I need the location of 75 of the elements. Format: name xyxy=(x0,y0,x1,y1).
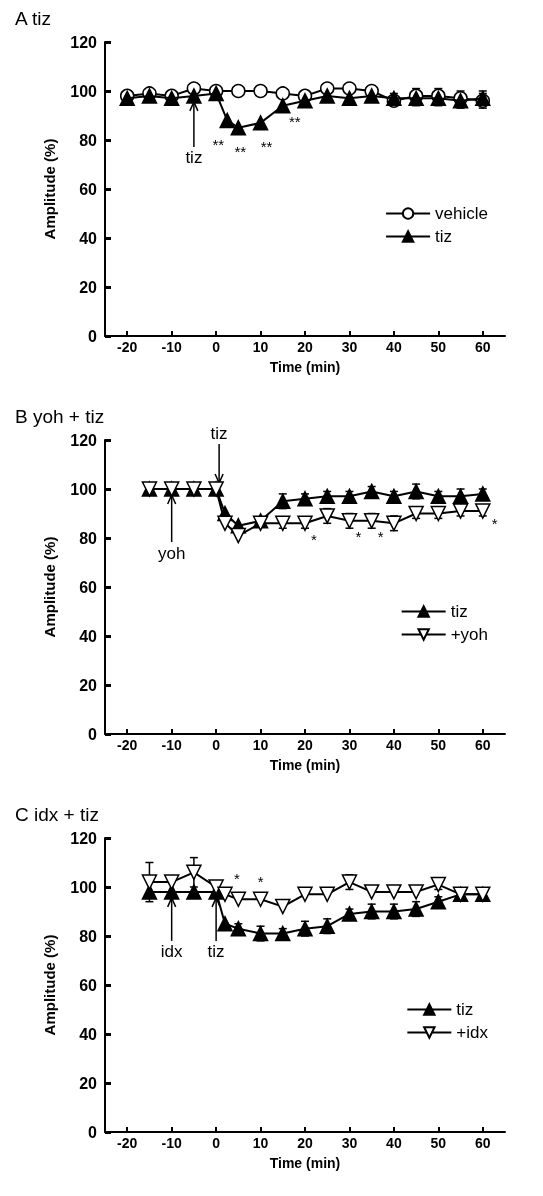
x-tick-label: 10 xyxy=(252,1135,269,1151)
x-tick-label: 30 xyxy=(341,1135,358,1151)
x-tick-label: 10 xyxy=(252,339,269,355)
x-tick-label: 30 xyxy=(341,737,358,753)
legend-label: tiz xyxy=(456,1000,474,1019)
y-tick-label: 60 xyxy=(79,976,98,994)
annotation: tiz xyxy=(210,423,228,443)
annotation: * xyxy=(355,528,362,546)
annotation: ** xyxy=(260,138,273,156)
annotation: * xyxy=(491,514,498,532)
x-tick-label: -10 xyxy=(161,737,182,753)
y-tick-label: 80 xyxy=(79,131,98,149)
annotation: * xyxy=(257,872,264,890)
annotation: yoh xyxy=(157,543,186,563)
x-tick-label: 60 xyxy=(474,339,491,355)
x-tick-label: -20 xyxy=(117,339,138,355)
x-tick-label: 60 xyxy=(474,1135,491,1151)
y-axis-title: Amplitude (%) xyxy=(41,934,58,1036)
legend-label: tiz xyxy=(435,227,453,246)
y-axis-title: Amplitude (%) xyxy=(41,138,58,240)
y-tick-label: 80 xyxy=(79,927,98,945)
x-tick-label: -10 xyxy=(161,1135,182,1151)
x-tick-label: 50 xyxy=(430,1135,447,1151)
x-tick-label: 30 xyxy=(341,339,358,355)
legend-label: tiz xyxy=(450,602,468,621)
x-tick-label: -20 xyxy=(117,1135,138,1151)
x-tick-label: 40 xyxy=(386,737,402,753)
annotation: tiz xyxy=(207,942,225,962)
legend-label: +yoh xyxy=(450,625,489,644)
x-tick-label: 20 xyxy=(297,737,313,753)
x-tick-label: 40 xyxy=(386,339,402,355)
y-tick-label: 60 xyxy=(79,180,98,198)
x-tick-label: 60 xyxy=(474,737,491,753)
x-axis-title: Time (min) xyxy=(269,359,341,375)
chart-title: A tiz xyxy=(15,8,51,29)
chart-title: B yoh + tiz xyxy=(15,406,105,427)
annotation: ** xyxy=(288,113,301,131)
y-tick-label: 100 xyxy=(70,480,98,498)
x-tick-label: -20 xyxy=(117,737,138,753)
y-tick-label: 60 xyxy=(79,578,98,596)
y-tick-label: 40 xyxy=(79,627,98,645)
y-tick-label: 40 xyxy=(79,1025,98,1043)
x-tick-label: 40 xyxy=(386,1135,402,1151)
y-tick-label: 40 xyxy=(79,229,98,247)
y-tick-label: 20 xyxy=(79,1074,98,1092)
x-tick-label: 50 xyxy=(430,339,447,355)
y-tick-label: 100 xyxy=(70,82,98,100)
x-axis-title: Time (min) xyxy=(269,1155,341,1171)
x-tick-label: -10 xyxy=(161,339,182,355)
annotation: * xyxy=(234,869,241,887)
annotation: idx xyxy=(160,942,184,962)
x-tick-label: 0 xyxy=(212,737,221,753)
y-tick-label: 20 xyxy=(79,676,98,694)
annotation: * xyxy=(311,530,318,548)
y-tick-label: 120 xyxy=(70,431,98,449)
x-axis-title: Time (min) xyxy=(269,757,341,773)
legend-label: +idx xyxy=(456,1023,489,1042)
y-tick-label: 20 xyxy=(79,278,98,296)
x-tick-label: 20 xyxy=(297,1135,313,1151)
annotation: ** xyxy=(212,135,225,153)
annotation: * xyxy=(377,528,384,546)
annotation: tiz xyxy=(185,148,203,168)
y-tick-label: 80 xyxy=(79,529,98,547)
x-tick-label: 50 xyxy=(430,737,447,753)
x-tick-label: 20 xyxy=(297,339,313,355)
x-tick-label: 10 xyxy=(252,737,269,753)
legend-label: vehicle xyxy=(435,204,488,223)
y-axis-title: Amplitude (%) xyxy=(41,536,58,638)
x-tick-label: 0 xyxy=(212,339,221,355)
y-tick-label: 100 xyxy=(70,878,98,896)
x-tick-label: 0 xyxy=(212,1135,221,1151)
annotation: ** xyxy=(234,143,247,161)
y-tick-label: 120 xyxy=(70,829,98,847)
chart-title: C idx + tiz xyxy=(15,804,99,825)
y-tick-label: 120 xyxy=(70,33,98,51)
